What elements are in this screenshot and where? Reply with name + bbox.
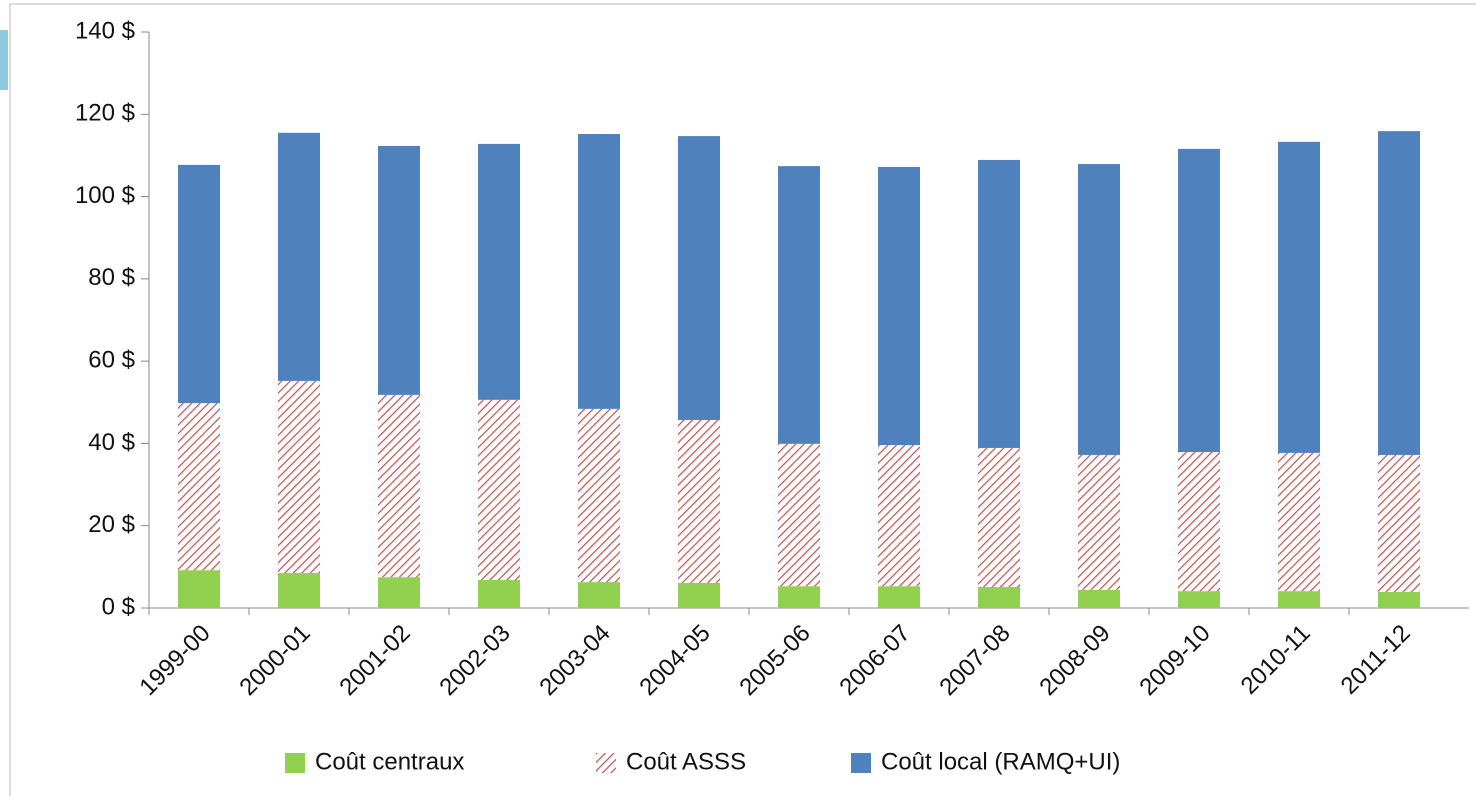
bar-segment <box>178 403 220 571</box>
x-tick-label: 2007-08 <box>934 620 1015 701</box>
bar-segment <box>278 380 320 574</box>
bar-segment <box>1178 452 1220 592</box>
bar-segment <box>778 443 820 587</box>
bar-segment <box>278 132 320 381</box>
y-tick-label: 120 $ <box>75 100 135 127</box>
bar-segment <box>1178 148 1220 453</box>
side-decoration <box>0 30 8 90</box>
bar-segment <box>578 408 620 583</box>
bar-segment <box>1378 454 1420 592</box>
x-tick-label: 2000-01 <box>234 620 315 701</box>
bar-segment <box>378 394 420 578</box>
bar-segment <box>678 136 720 420</box>
bar-segment <box>678 582 720 608</box>
y-tick-label: 140 $ <box>75 17 135 44</box>
bar-segment <box>578 134 620 409</box>
bar-segment <box>478 399 520 581</box>
y-tick-label: 0 $ <box>102 593 135 620</box>
bar-segment <box>1278 591 1320 608</box>
bar-segment <box>478 580 520 608</box>
bar-segment <box>178 164 220 404</box>
legend-swatch <box>851 753 871 773</box>
bar-segment <box>978 587 1020 608</box>
bar-segment <box>378 577 420 608</box>
bar-segment <box>878 586 920 608</box>
bar-segment <box>1178 591 1220 608</box>
bar-segment <box>1078 454 1120 590</box>
bar-segment <box>778 586 820 608</box>
bar-segment <box>678 419 720 583</box>
chart-frame <box>9 3 1476 796</box>
bar-segment <box>778 166 820 444</box>
x-tick-label: 2004-05 <box>634 620 715 701</box>
bar-segment <box>978 447 1020 588</box>
legend-swatch <box>596 753 616 773</box>
x-tick-label: 2002-03 <box>434 620 515 701</box>
y-tick-label: 40 $ <box>88 429 135 456</box>
bar-segment <box>578 582 620 608</box>
legend-label: Coût ASSS <box>626 748 746 775</box>
bar-segment <box>1078 164 1120 455</box>
x-tick-label: 2005-06 <box>734 620 815 701</box>
y-tick-label: 60 $ <box>88 346 135 373</box>
x-tick-label: 2009-10 <box>1134 620 1215 701</box>
x-tick-label: 2006-07 <box>834 620 915 701</box>
bar-segment <box>278 573 320 608</box>
legend-label: Coût centraux <box>315 748 464 775</box>
bar-segment <box>1078 589 1120 608</box>
bar-segment <box>878 445 920 587</box>
x-tick-label: 2008-09 <box>1034 620 1115 701</box>
bar-segment <box>1278 141 1320 453</box>
bar-segment <box>1278 452 1320 592</box>
x-tick-label: 1999-00 <box>134 620 215 701</box>
bar-segment <box>878 166 920 446</box>
bar-segment <box>378 145 420 395</box>
x-tick-label: 2010-11 <box>1236 620 1316 700</box>
legend-label: Coût local (RAMQ+UI) <box>881 748 1120 775</box>
x-tick-label: 2001-02 <box>334 620 415 701</box>
bar-segment <box>1378 591 1420 608</box>
bar-segment <box>978 159 1020 448</box>
bar-segment <box>478 143 520 400</box>
bar-segment <box>1378 131 1420 455</box>
bar-segment <box>178 570 220 608</box>
x-tick-label: 2003-04 <box>534 620 615 701</box>
legend-swatch <box>285 753 305 773</box>
y-tick-label: 100 $ <box>75 182 135 209</box>
x-tick-label: 2011-12 <box>1336 620 1416 700</box>
y-tick-label: 20 $ <box>88 511 135 538</box>
y-tick-label: 80 $ <box>88 264 135 291</box>
